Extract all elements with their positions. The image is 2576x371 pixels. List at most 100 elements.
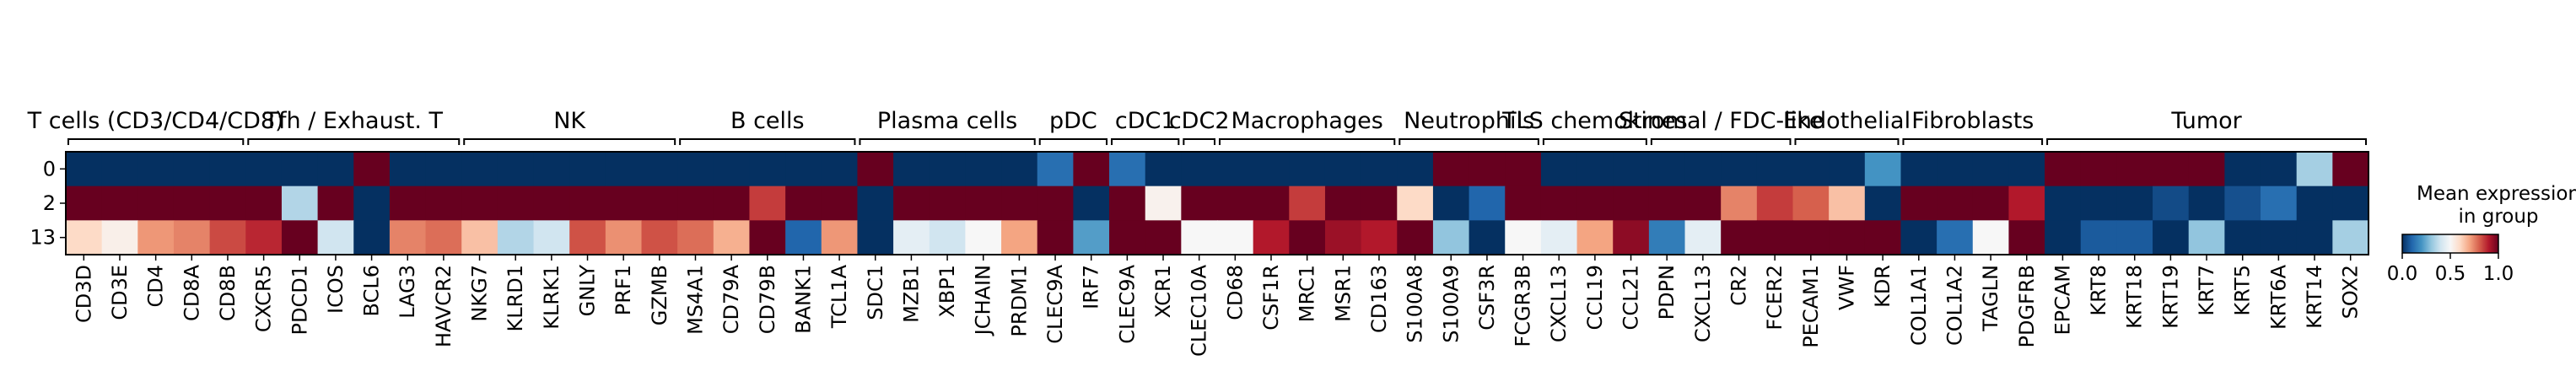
heatmap-cell — [317, 152, 354, 187]
x-tick-label: CR2 — [1727, 265, 1751, 306]
heatmap-cell — [2008, 186, 2045, 221]
heatmap-cell — [965, 220, 1002, 255]
x-tick-label: CLEC10A — [1188, 264, 1211, 357]
heatmap-cell — [353, 152, 391, 187]
gene-group-bracket — [463, 138, 676, 145]
heatmap-cell — [893, 220, 930, 255]
x-tick-label: ICOS — [324, 265, 348, 314]
heatmap-cell — [1289, 220, 1326, 255]
heatmap-cell — [1361, 220, 1398, 255]
gene-group-label: pDC — [1049, 108, 1097, 134]
heatmap-cell — [569, 186, 606, 221]
gene-group-label: Endothelial — [1783, 108, 1910, 134]
x-tick-label: S100A8 — [1404, 265, 1427, 343]
gene-group-bracket — [1902, 138, 2044, 145]
heatmap-cell — [2045, 186, 2082, 221]
heatmap-cell — [245, 220, 283, 255]
colorbar-title-line2: in group — [2458, 206, 2538, 228]
heatmap-cell — [2296, 220, 2333, 255]
x-tick-label: MRC1 — [1296, 265, 1319, 322]
heatmap-cell — [1253, 186, 1290, 221]
x-tick-label: KRT5 — [2231, 265, 2255, 316]
heatmap-cell — [821, 220, 859, 255]
heatmap-cell — [1469, 186, 1506, 221]
heatmap-cell — [2153, 152, 2190, 187]
gene-group-label: Tumor — [2170, 108, 2242, 134]
heatmap-cell — [1540, 152, 1578, 187]
heatmap-cell — [1037, 220, 1074, 255]
heatmap-cell — [425, 220, 462, 255]
x-tick-label: TAGLN — [1979, 265, 2002, 332]
x-tick-label: FCER2 — [1763, 265, 1786, 331]
x-tick-label: PDCD1 — [288, 265, 311, 335]
x-tick-label: SOX2 — [2339, 265, 2363, 319]
x-tick-label: NKG7 — [468, 265, 492, 322]
heatmap-cell — [857, 152, 894, 187]
x-tick-label: KRT7 — [2195, 265, 2218, 316]
heatmap-cell — [1253, 220, 1290, 255]
heatmap-cell — [1289, 152, 1326, 187]
heatmap-cell — [1613, 220, 1650, 255]
heatmap-cell — [1073, 152, 1110, 187]
heatmap-cell — [1864, 152, 1902, 187]
heatmap-cell — [749, 220, 786, 255]
x-tick-label: JCHAIN — [972, 265, 995, 336]
heatmap-cell — [1181, 152, 1218, 187]
heatmap-cell — [677, 152, 714, 187]
heatmap-cell — [749, 152, 786, 187]
gene-group-bracket — [1398, 138, 1539, 145]
heatmap-cell — [1937, 186, 1974, 221]
y-tick-label: 0 — [43, 157, 56, 180]
heatmap-cell — [641, 220, 678, 255]
heatmap-cell — [2045, 152, 2082, 187]
x-tick-label: VWF — [1835, 265, 1858, 310]
heatmap-cell — [1648, 152, 1686, 187]
x-tick-label: PDGFRB — [2015, 265, 2039, 348]
heatmap-cell — [1792, 186, 1830, 221]
gene-group-bracket — [1183, 138, 1215, 145]
heatmap-cell — [1829, 220, 1866, 255]
heatmap-cell — [66, 186, 103, 221]
x-tick-label: PDPN — [1655, 265, 1679, 320]
x-tick-label: MSR1 — [1331, 265, 1355, 322]
gene-group-bracket — [1650, 138, 1792, 145]
heatmap-cell — [1109, 220, 1146, 255]
heatmap-cell — [497, 152, 535, 187]
gene-group-label: Neutrophils — [1404, 108, 1534, 134]
heatmap-cell — [929, 186, 967, 221]
heatmap-cell — [1900, 152, 1937, 187]
heatmap-cell — [1469, 152, 1506, 187]
heatmap-cell — [1864, 220, 1902, 255]
heatmap-cell — [281, 152, 319, 187]
heatmap-cell — [209, 152, 246, 187]
heatmap-cell — [1756, 152, 1794, 187]
heatmap-cell — [1540, 186, 1578, 221]
x-tick-label: COL1A1 — [1907, 265, 1931, 346]
heatmap-cell — [1937, 220, 1974, 255]
heatmap-cell — [2045, 220, 2082, 255]
heatmap-cell — [497, 186, 535, 221]
heatmap-cell — [245, 152, 283, 187]
heatmap-cell — [497, 220, 535, 255]
x-tick-label: PECAM1 — [1799, 265, 1823, 348]
heatmap-cell — [569, 152, 606, 187]
heatmap-cell — [101, 186, 138, 221]
heatmap-cell — [785, 152, 822, 187]
heatmap-cell — [2008, 152, 2045, 187]
heatmap-cell — [1613, 152, 1650, 187]
heatmap-cell — [1361, 186, 1398, 221]
heatmap-cell — [1684, 186, 1722, 221]
colorbar-tick-label-2: 1.0 — [2483, 263, 2514, 285]
x-tick-label: BCL6 — [360, 265, 384, 316]
heatmap-cell — [605, 220, 643, 255]
gene-group-bracket — [1111, 138, 1180, 145]
x-tick-label: SDC1 — [864, 265, 887, 320]
heatmap-cell — [2116, 220, 2153, 255]
heatmap-cell — [1684, 220, 1722, 255]
x-tick-label: XBP1 — [935, 265, 959, 318]
x-tick-label: KRT8 — [2087, 265, 2110, 316]
x-tick-label: PRF1 — [612, 265, 635, 315]
heatmap-cell — [929, 152, 967, 187]
heatmap-cell — [245, 186, 283, 221]
